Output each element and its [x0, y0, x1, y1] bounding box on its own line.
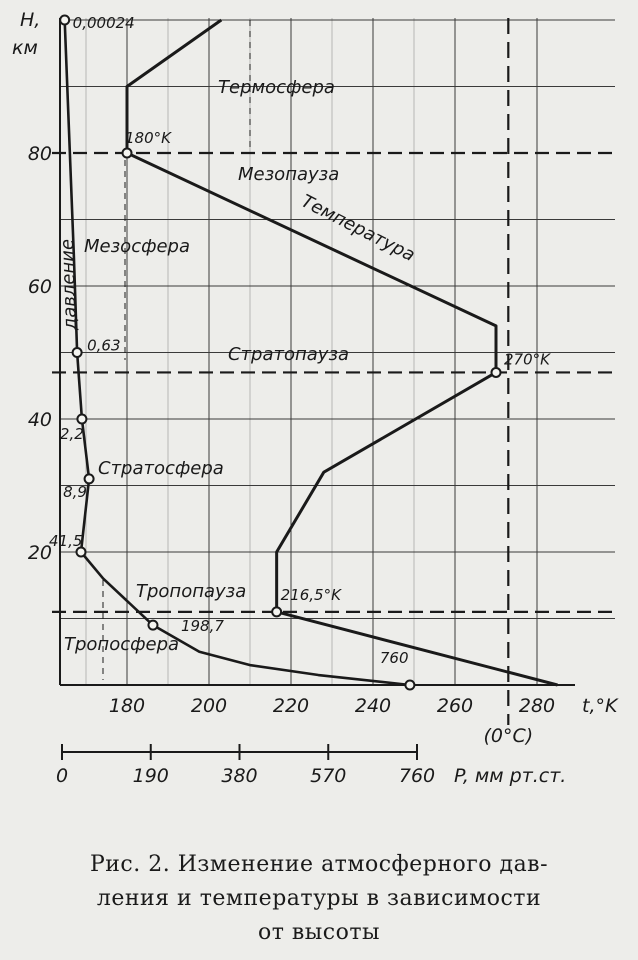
- y-tick-label: 80: [28, 143, 52, 165]
- data-point: [75, 546, 87, 558]
- layer-label-stratosphere: Стратосфера: [98, 458, 224, 479]
- boundary-label-stratopause: Стратопауза: [228, 344, 349, 365]
- pressure-tick-label: 0: [56, 765, 68, 787]
- layer-label-thermosphere: Термосфера: [218, 77, 335, 98]
- series-label-pressure: давление: [57, 239, 81, 332]
- data-point: [76, 413, 88, 425]
- caption-line-1: Рис. 2. Изменение атмосферного дав-: [89, 852, 549, 877]
- data-label: 41,5: [49, 532, 82, 550]
- y-tick-label: 20: [28, 542, 52, 564]
- series: [59, 14, 558, 691]
- data-label: 2,2: [60, 425, 84, 443]
- data-label: 216,5°K: [281, 586, 342, 604]
- pressure-tick-label: 570: [310, 765, 346, 787]
- data-label: 0,00024: [73, 14, 135, 32]
- data-point: [59, 14, 71, 26]
- y-axis-label: H,: [20, 9, 40, 31]
- temperature-tick-label: 260: [437, 695, 473, 717]
- axes: 20 40 60 80 H, км 180 200 220 240 260 280 t,°K (0°C) 0…: [12, 9, 619, 787]
- series-label-temperature: Температура: [298, 191, 419, 266]
- temperature-axis-label: t,°K: [582, 695, 619, 717]
- temperature-tick-label: 280: [519, 695, 555, 717]
- data-point: [490, 366, 502, 378]
- temperature-tick-label: 240: [355, 695, 391, 717]
- layer-label-troposphere: Тропосфера: [64, 634, 179, 655]
- boundary-label-mesopause: Мезопауза: [238, 164, 339, 185]
- pressure-line: [63, 19, 411, 687]
- pressure-tick-label: 760: [399, 765, 435, 787]
- data-point: [71, 347, 83, 358]
- data-point: [271, 606, 283, 618]
- data-label: 198,7: [181, 617, 224, 635]
- caption-line-2: ления и температуры в зависимости: [96, 886, 542, 911]
- labels: 0,00024 0,63 2,2 8,9 41,5 198,7 760 180°K 270°K 2…: [49, 14, 551, 667]
- data-point: [121, 147, 133, 159]
- data-label: 0,63: [87, 337, 120, 355]
- temperature-tick-label: 180: [109, 695, 145, 717]
- y-tick-label: 60: [28, 276, 52, 298]
- caption-line-3: от высоты: [257, 920, 381, 945]
- y-axis-unit: км: [12, 37, 38, 59]
- pressure-tick-label: 190: [133, 765, 169, 787]
- zero-celsius-label: (0°C): [483, 725, 533, 747]
- pressure-axis-label: P, мм рт.ст.: [454, 765, 566, 787]
- data-label: 760: [380, 649, 409, 667]
- layer-label-mesosphere: Мезосфера: [84, 236, 190, 257]
- atmosphere-chart: 20 40 60 80 H, км 180 200 220 240 260 280 t,°K (0°C) 0…: [12, 9, 619, 787]
- layer-boundaries: [52, 18, 615, 725]
- data-point: [147, 619, 159, 631]
- temperature-tick-label: 200: [191, 695, 227, 717]
- temperature-tick-label: 220: [273, 695, 309, 717]
- grid: [60, 18, 615, 685]
- data-label: 270°K: [504, 350, 551, 368]
- boundary-label-tropopause: Тропопауза: [136, 581, 246, 602]
- data-point: [83, 473, 95, 485]
- data-label: 8,9: [63, 483, 87, 501]
- data-label: 180°K: [125, 129, 172, 147]
- pressure-tick-label: 380: [221, 765, 257, 787]
- y-tick-label: 40: [28, 409, 52, 431]
- data-point: [404, 679, 416, 691]
